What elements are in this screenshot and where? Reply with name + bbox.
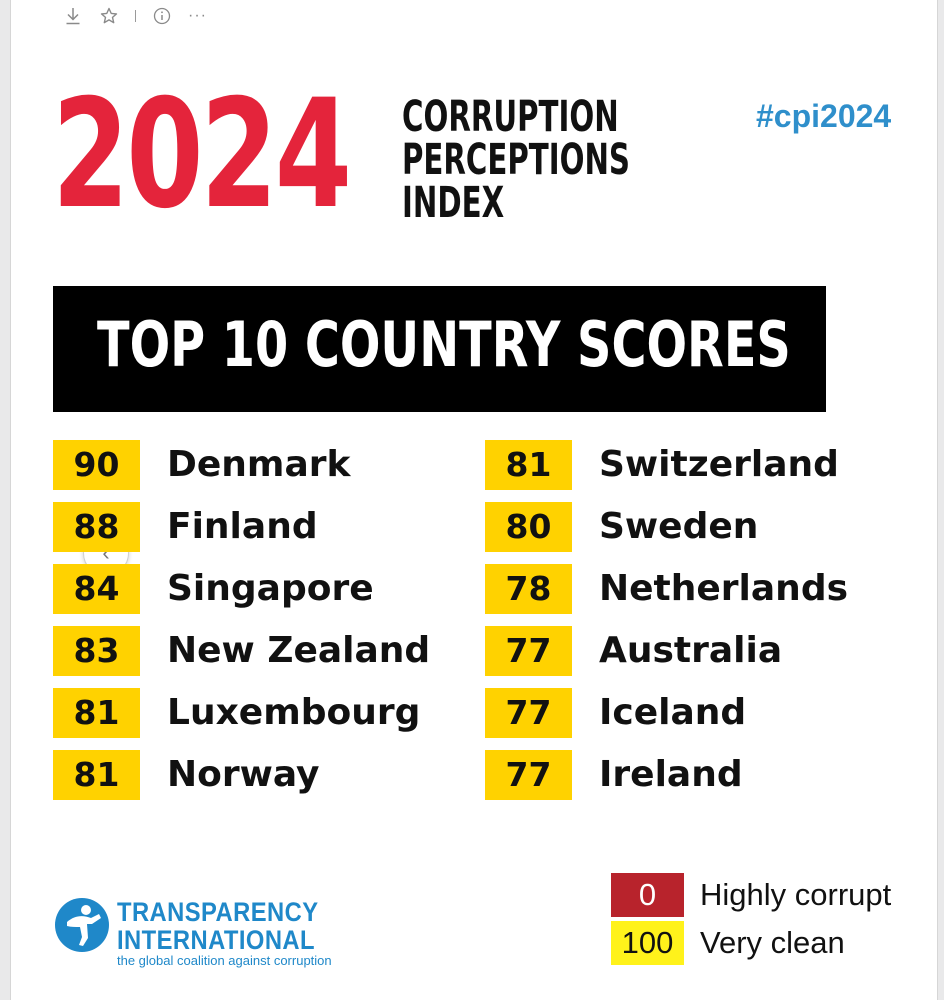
- country-name: Switzerland: [599, 444, 839, 485]
- score-badge: 88: [53, 502, 140, 552]
- score-badge: 78: [485, 564, 572, 614]
- index-title-line: INDEX: [402, 178, 505, 228]
- banner-title: TOP 10 COUNTRY SCORES: [97, 308, 791, 381]
- score-badge: 77: [485, 626, 572, 676]
- score-badge: 81: [53, 750, 140, 800]
- index-title: CORRUPTION PERCEPTIONS INDEX: [402, 96, 630, 225]
- logo-wordmark-line: INTERNATIONAL: [117, 925, 315, 955]
- globe-figure-icon: [55, 898, 109, 952]
- image-viewer: ··· ‹: [10, 0, 938, 1000]
- logo-wordmark: TRANSPARENCY INTERNATIONAL: [117, 898, 319, 954]
- legend-swatch-low: 0: [611, 873, 684, 917]
- country-name: Iceland: [599, 692, 747, 733]
- download-icon[interactable]: [63, 6, 83, 26]
- star-icon[interactable]: [99, 6, 119, 26]
- score-badge: 84: [53, 564, 140, 614]
- country-name: Ireland: [599, 754, 743, 795]
- logo-wordmark-line: TRANSPARENCY: [117, 897, 319, 927]
- score-badge: 81: [485, 440, 572, 490]
- country-name: Sweden: [599, 506, 759, 547]
- score-badge: 83: [53, 626, 140, 676]
- score-badge: 77: [485, 750, 572, 800]
- country-name: Australia: [599, 630, 783, 671]
- more-icon[interactable]: ···: [188, 7, 207, 24]
- country-name: Norway: [167, 754, 320, 795]
- legend-label: Highly corrupt: [700, 877, 892, 912]
- info-icon[interactable]: [152, 6, 172, 26]
- country-name: Denmark: [167, 444, 351, 485]
- index-title-line: CORRUPTION: [402, 92, 619, 142]
- year-heading: 2024: [52, 68, 352, 242]
- score-badge: 80: [485, 502, 572, 552]
- country-name: Singapore: [167, 568, 374, 609]
- hashtag: #cpi2024: [756, 98, 892, 134]
- score-badge: 77: [485, 688, 572, 738]
- country-name: Luxembourg: [167, 692, 421, 733]
- viewer-toolbar: ···: [63, 4, 207, 28]
- legend-swatch-high: 100: [611, 921, 684, 965]
- score-badge: 90: [53, 440, 140, 490]
- index-title-line: PERCEPTIONS: [402, 135, 631, 185]
- score-badge: 81: [53, 688, 140, 738]
- top10-banner: TOP 10 COUNTRY SCORES: [53, 286, 826, 412]
- legend-label: Very clean: [700, 925, 845, 960]
- chevron-left-icon: ‹: [102, 540, 110, 565]
- toolbar-divider: [135, 10, 136, 22]
- country-name: New Zealand: [167, 630, 431, 671]
- country-name: Finland: [167, 506, 318, 547]
- logo-tagline: the global coalition against corruption: [117, 953, 332, 968]
- country-name: Netherlands: [599, 568, 849, 609]
